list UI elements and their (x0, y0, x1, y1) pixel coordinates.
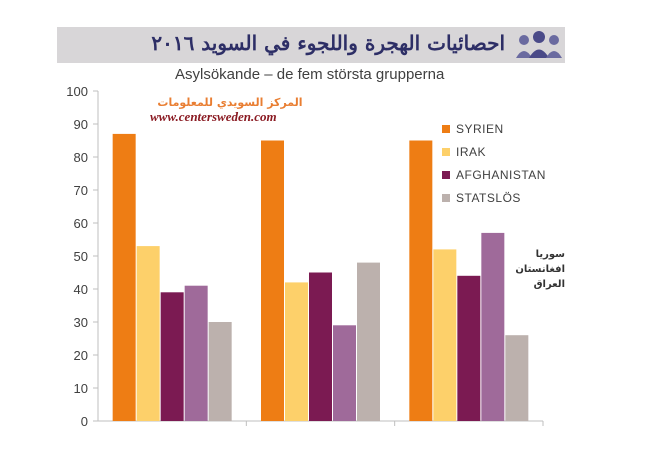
bar (208, 322, 232, 421)
watermark-arabic: المركز السويدي للمعلومات (157, 96, 303, 109)
legend-swatch (442, 147, 450, 156)
bar (409, 140, 433, 421)
bar (261, 140, 284, 421)
side-note-line: العراق (533, 279, 565, 290)
page-title: احصائيات الهجرة واللجوء في السويد ٢٠١٦ (151, 31, 505, 55)
bar (160, 292, 184, 421)
y-tick-label: 90 (74, 117, 88, 132)
bar (136, 246, 160, 421)
y-tick-label: 50 (74, 249, 88, 264)
y-tick-label: 10 (74, 381, 88, 396)
legend-label: AFGHANISTAN (456, 167, 546, 182)
bar (285, 282, 308, 421)
chart-legend: SYRIEN IRAK AFGHANISTAN STATSLÖS (442, 118, 546, 210)
bar (505, 335, 529, 421)
legend-swatch (442, 193, 450, 202)
y-tick-label: 100 (66, 84, 88, 99)
legend-label: IRAK (456, 144, 487, 159)
bar (112, 133, 136, 421)
side-note: سوريا افغانستان العراق (503, 247, 565, 292)
side-note-line: افغانستان (515, 264, 565, 275)
legend-item: STATSLÖS (442, 187, 546, 208)
y-tick-label: 0 (81, 414, 88, 429)
bar (433, 249, 457, 421)
bar (481, 232, 505, 421)
y-tick-label: 40 (74, 282, 88, 297)
bar (309, 272, 332, 421)
chart-title: Asylsökande – de fem största grupperna (175, 66, 445, 83)
y-tick-label: 20 (74, 348, 88, 363)
bar (357, 262, 380, 421)
y-tick-label: 30 (74, 315, 88, 330)
bar (457, 275, 481, 421)
legend-swatch (442, 124, 450, 133)
legend-label: STATSLÖS (456, 190, 521, 205)
watermark-url: www.centersweden.com (150, 109, 277, 124)
legend-swatch (442, 170, 450, 179)
legend-item: SYRIEN (442, 118, 546, 139)
legend-label: SYRIEN (456, 121, 504, 136)
y-tick-label: 80 (74, 150, 88, 165)
side-note-line: سوريا (535, 249, 565, 260)
bar (333, 325, 356, 421)
header-band (57, 27, 565, 63)
legend-item: IRAK (442, 141, 546, 162)
y-tick-label: 70 (74, 183, 88, 198)
y-tick-label: 60 (74, 216, 88, 231)
legend-item: AFGHANISTAN (442, 164, 546, 185)
people-group-icon (516, 31, 562, 58)
bar (184, 285, 208, 421)
